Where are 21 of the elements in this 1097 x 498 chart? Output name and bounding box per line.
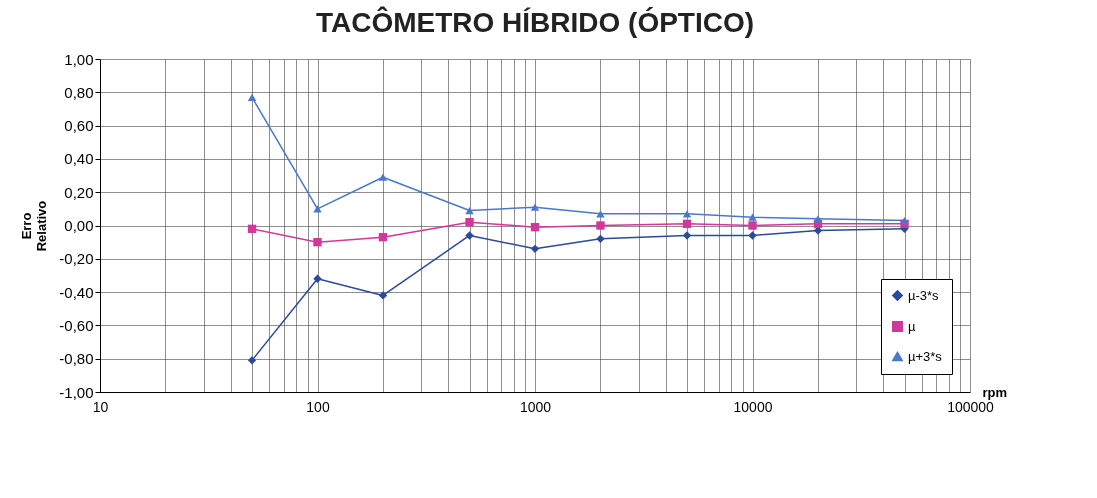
legend-label: µ+3*s	[908, 348, 943, 364]
x-tick-label: 100	[306, 398, 330, 415]
legend-label: µ	[908, 318, 916, 334]
x-tick-label: 1000	[519, 398, 552, 415]
y-tick-label: -0,60	[59, 316, 94, 334]
x-axis-title: rpm	[982, 384, 1008, 400]
y-tick-label: -1,00	[59, 383, 94, 401]
x-tick-label: 10000	[733, 398, 773, 415]
y-tick-label: -0,20	[59, 250, 94, 268]
y-tick-label: -0,40	[59, 283, 94, 301]
y-tick-label: 0,20	[64, 183, 94, 201]
y-tick-label: 0,40	[64, 150, 94, 168]
y-tick-label: 0,60	[64, 117, 94, 135]
chart-title: TACÔMETRO HÍBRIDO (ÓPTICO)	[315, 6, 755, 38]
y-tick-label: 0,00	[64, 217, 94, 234]
y-tick-label: -0,80	[59, 350, 94, 368]
legend-label: µ-3*s	[908, 287, 940, 303]
y-axis-title: Erro Relativo	[19, 200, 50, 252]
y-tick-label: 1,00	[64, 50, 94, 68]
x-tick-label: 10	[92, 398, 109, 415]
y-tick-label: 0,80	[64, 83, 94, 101]
